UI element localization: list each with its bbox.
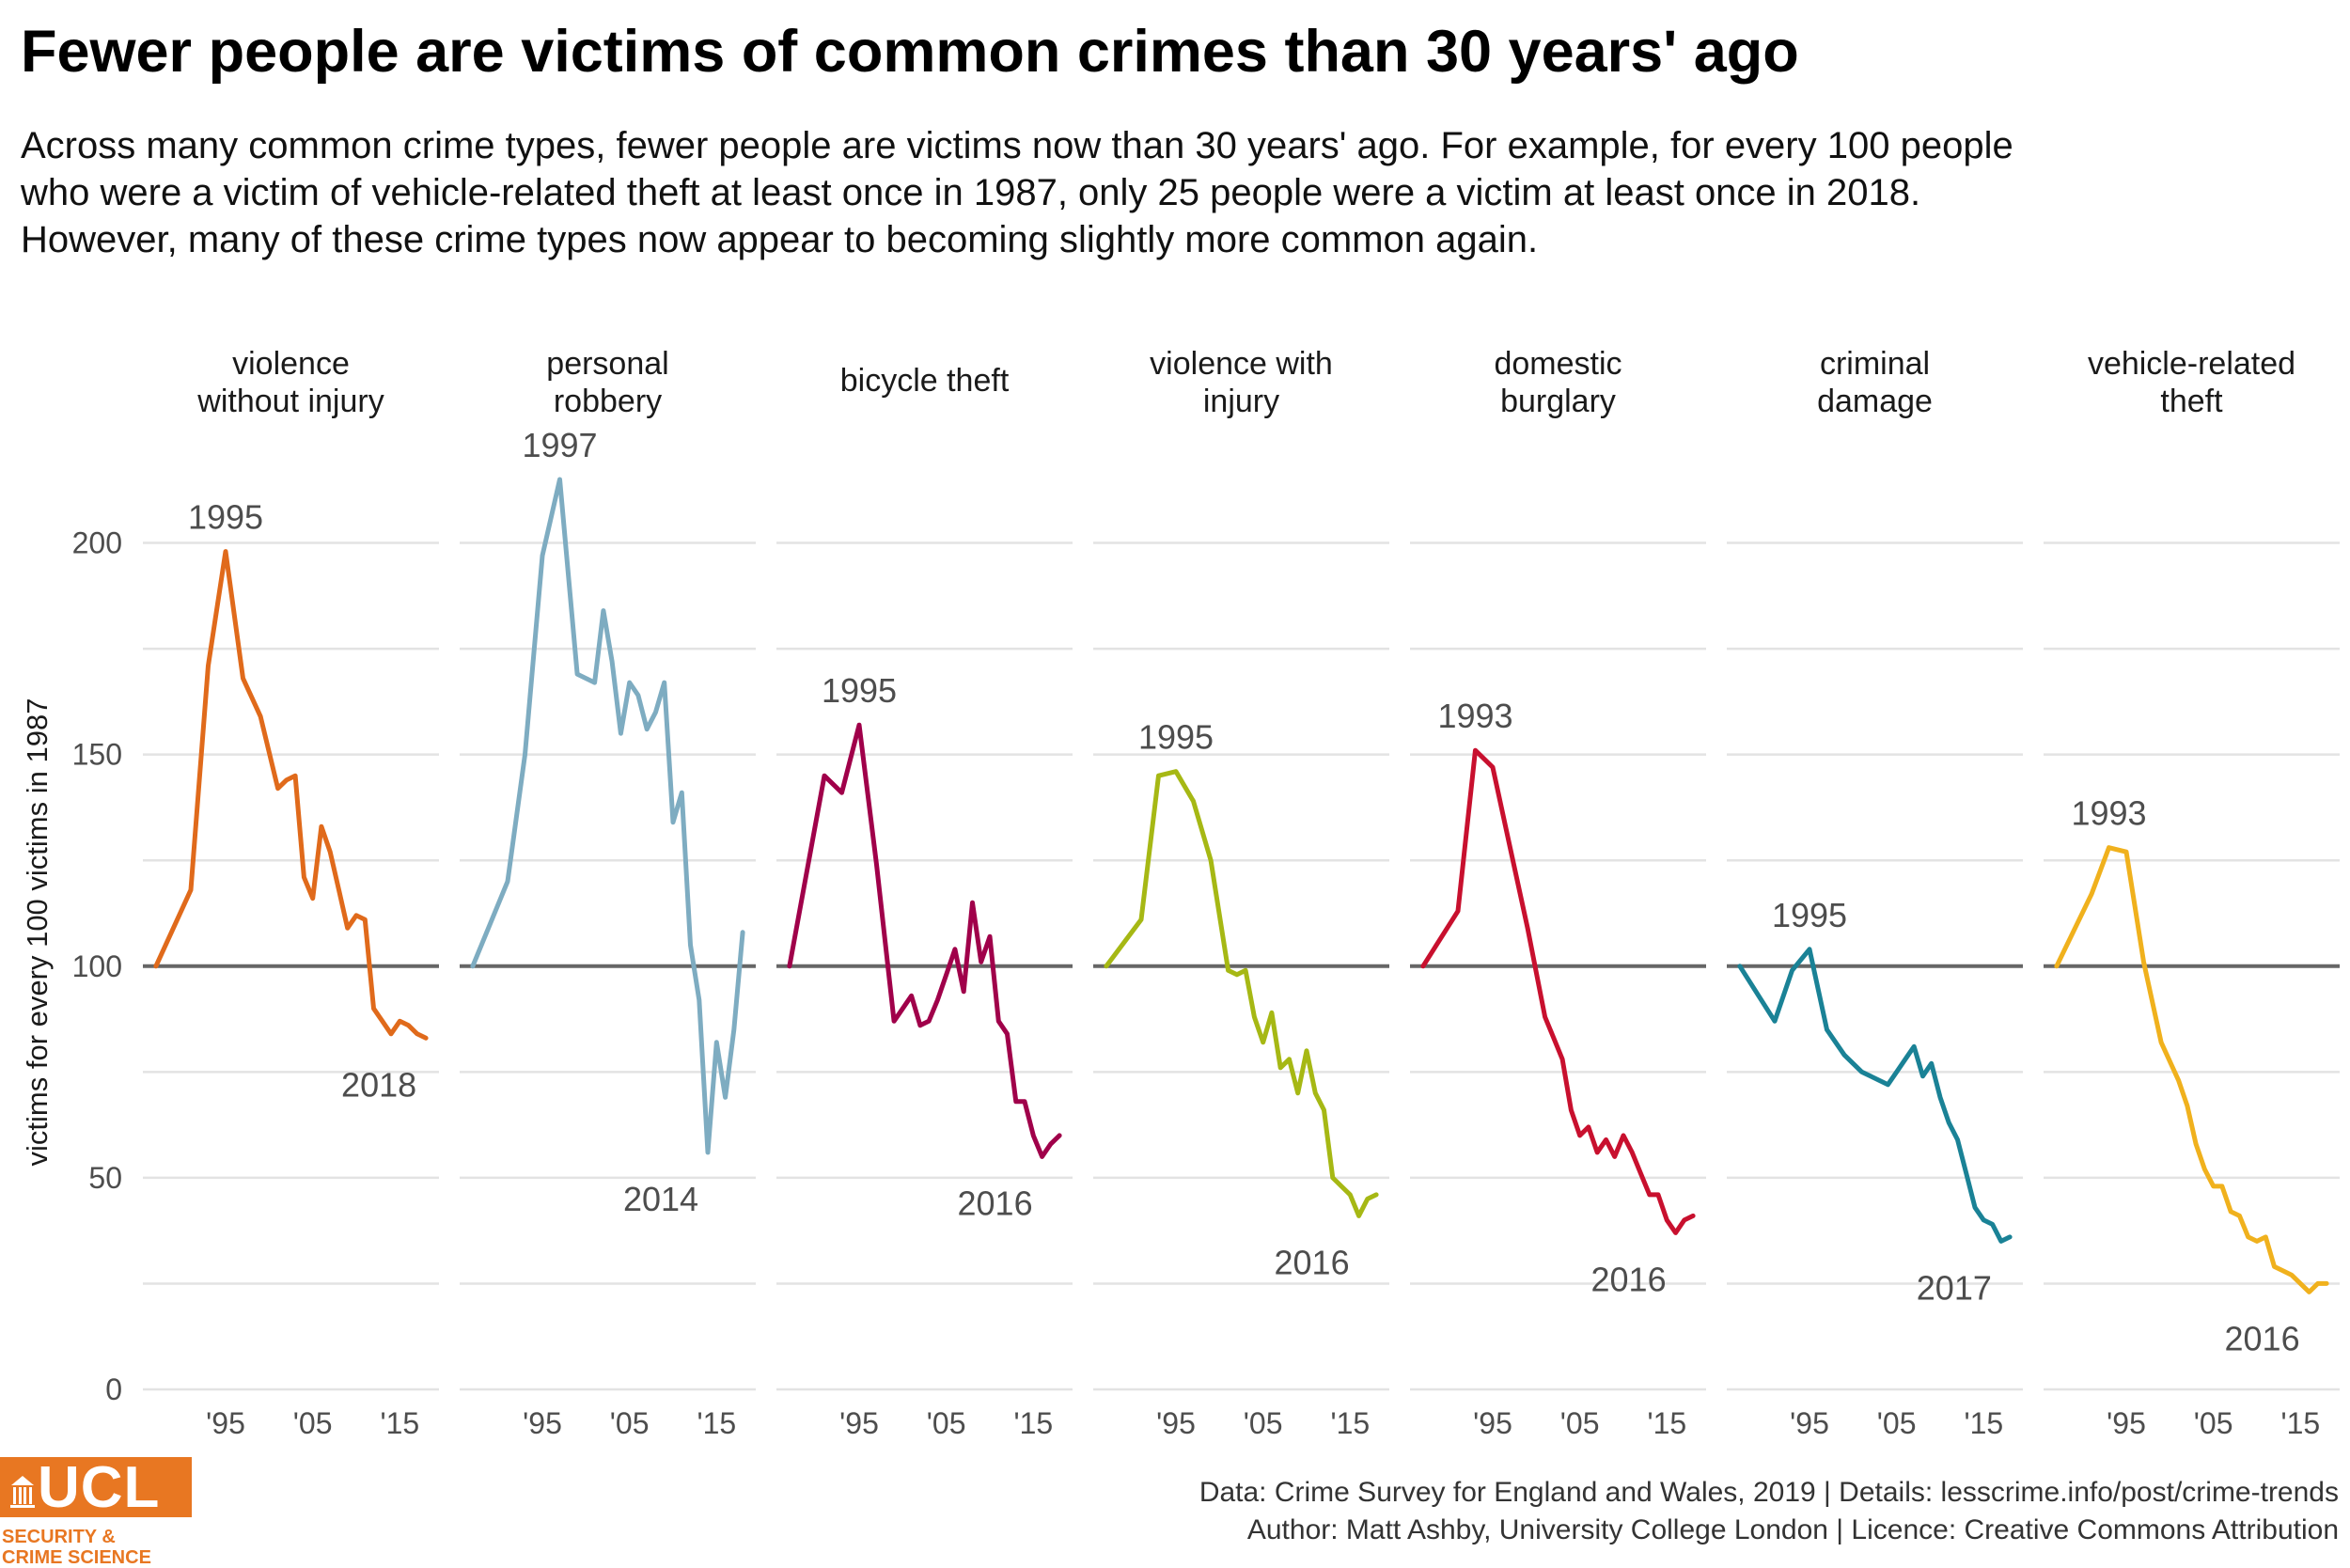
- series-line: [2054, 845, 2329, 1294]
- x-tick-label: '05: [1877, 1406, 1917, 1440]
- y-axis-label: victims for every 100 victims in 1987: [21, 698, 54, 1167]
- logo-subtitle-line1: SECURITY &: [2, 1527, 116, 1547]
- facet-title-line: personal: [546, 346, 668, 382]
- y-tick-label: 100: [72, 949, 122, 983]
- peak-year-label: 1997: [522, 426, 597, 464]
- caption: Data: Crime Survey for England and Wales…: [1199, 1474, 2339, 1549]
- x-tick-label: '15: [1013, 1406, 1053, 1440]
- logo-text: UCL: [38, 1455, 161, 1520]
- logo-subtitle: SECURITY & CRIME SCIENCE: [2, 1527, 151, 1568]
- x-tick-label: '05: [1244, 1406, 1283, 1440]
- faceted-line-chart: victims for every 100 victims in 1987 0 50…: [21, 346, 2340, 1440]
- x-tick-label: '05: [2194, 1406, 2233, 1440]
- peak-year-label: 1995: [822, 671, 897, 710]
- facet-title: criminal damage: [1817, 346, 1933, 419]
- facet-title-line: theft: [2160, 384, 2223, 419]
- end-year-label: 2016: [958, 1184, 1033, 1222]
- facet-title: violence without injury: [196, 346, 384, 419]
- end-year-label: 2014: [623, 1180, 698, 1218]
- facet-title-line: without injury: [196, 384, 384, 419]
- end-year-label: 2017: [1917, 1268, 1992, 1307]
- facet-title: violence with injury: [1150, 346, 1333, 419]
- facet-panel: violence without injury '95 '05 '15 1995 2018: [143, 346, 439, 1440]
- facet-title-line: violence with: [1150, 346, 1333, 382]
- facet-panel: personal robbery '95 '05 '15 1997 2014: [460, 346, 756, 1440]
- x-tick-label: '95: [1156, 1406, 1196, 1440]
- y-tick-label: 200: [72, 526, 122, 560]
- chart-title: Fewer people are victims of common crime…: [21, 19, 1799, 85]
- facet-panel: violence with injury '95 '05 '15 1995 2016: [1093, 346, 1389, 1440]
- x-tick-label: '05: [1560, 1406, 1600, 1440]
- facet-panel: bicycle theft '95 '05 '15 1995 2016: [776, 363, 1073, 1440]
- series-line: [787, 722, 1062, 1159]
- x-tick-label: '15: [2280, 1406, 2320, 1440]
- series-line: [470, 477, 745, 1155]
- facet-title: domestic burglary: [1494, 346, 1622, 419]
- facet-panel: criminal damage '95 '05 '15 1995 2017: [1727, 346, 2023, 1440]
- x-tick-label: '15: [697, 1406, 736, 1440]
- x-tick-label: '95: [2107, 1406, 2146, 1440]
- logo-subtitle-line2: CRIME SCIENCE: [2, 1547, 151, 1568]
- caption-author: Author: Matt Ashby, University College L…: [1246, 1514, 2339, 1545]
- facet-title-line: burglary: [1500, 384, 1616, 419]
- peak-year-label: 1995: [188, 498, 263, 537]
- x-tick-label: '15: [1964, 1406, 2003, 1440]
- facet-panel: domestic burglary '95 '05 '15 1993 2016: [1410, 346, 1706, 1440]
- series-line: [1737, 947, 2013, 1244]
- end-year-label: 2018: [341, 1065, 416, 1104]
- end-year-label: 2016: [1275, 1243, 1350, 1281]
- x-tick-label: '05: [293, 1406, 333, 1440]
- facet-title: vehicle-related theft: [2088, 346, 2295, 419]
- facet-title: bicycle theft: [840, 363, 1010, 399]
- x-tick-label: '95: [523, 1406, 562, 1440]
- facet-title: personal robbery: [546, 346, 668, 419]
- x-tick-label: '95: [1790, 1406, 1829, 1440]
- x-tick-label: '05: [610, 1406, 650, 1440]
- x-tick-label: '15: [380, 1406, 419, 1440]
- end-year-label: 2016: [1591, 1260, 1667, 1298]
- facet-title-line: bicycle theft: [840, 363, 1010, 399]
- x-tick-label: '95: [1473, 1406, 1512, 1440]
- series-line: [1420, 747, 1696, 1235]
- facet-title-line: domestic: [1494, 346, 1622, 382]
- x-tick-label: '95: [206, 1406, 245, 1440]
- facet-title-line: violence: [232, 346, 350, 382]
- chart-subtitle: Across many common crime types, fewer pe…: [21, 125, 2013, 260]
- series-line: [1104, 769, 1379, 1218]
- y-tick-label: 50: [88, 1161, 122, 1195]
- peak-year-label: 1993: [1437, 697, 1512, 735]
- caption-source: Data: Crime Survey for England and Wales…: [1198, 1477, 2339, 1508]
- peak-year-label: 1995: [1138, 718, 1214, 757]
- end-year-label: 2016: [2225, 1319, 2300, 1357]
- peak-year-label: 1995: [1772, 896, 1847, 934]
- x-tick-label: '15: [1330, 1406, 1370, 1440]
- facet-title-line: damage: [1817, 384, 1933, 419]
- x-tick-label: '15: [1647, 1406, 1686, 1440]
- x-tick-label: '05: [927, 1406, 966, 1440]
- facet-title-line: robbery: [554, 384, 662, 419]
- y-tick-label: 150: [72, 738, 122, 772]
- x-tick-label: '95: [839, 1406, 879, 1440]
- peak-year-label: 1993: [2071, 794, 2146, 833]
- facet-panel: vehicle-related theft '95 '05 '15 1993 2016: [2044, 346, 2340, 1440]
- y-tick-label: 0: [105, 1372, 122, 1406]
- ucl-portico-icon: [10, 1476, 35, 1508]
- facet-title-line: criminal: [1820, 346, 1930, 382]
- facet-title-line: injury: [1203, 384, 1279, 419]
- facet-title-line: vehicle-related: [2088, 346, 2295, 382]
- series-line: [153, 549, 429, 1041]
